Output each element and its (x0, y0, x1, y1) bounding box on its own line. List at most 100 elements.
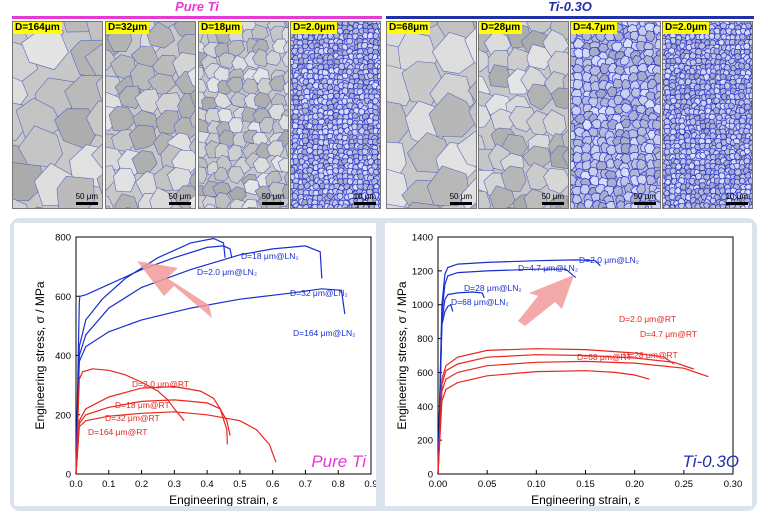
x-tick-label: 0.10 (527, 479, 546, 490)
curve-label: D=4.7 μm@LN₂ (518, 263, 578, 273)
series-line (75, 288, 346, 475)
scale-bar-label: 50 μm (75, 192, 98, 201)
trend-arrow (137, 261, 212, 318)
micrograph-2: D=32μm 50 μm (105, 21, 196, 209)
series-line (75, 245, 233, 475)
micrograph-texture (387, 22, 476, 208)
x-tick-label: 0.20 (625, 479, 644, 490)
scale-bar: 50 μm (168, 192, 191, 205)
x-tick-label: 0.8 (332, 479, 345, 490)
scale-bar-line (168, 202, 191, 205)
micrograph-texture (663, 22, 752, 208)
curve-label: D=4.7 μm@RT (640, 329, 697, 339)
micrograph-grain-size-label: D=2.0μm (291, 22, 337, 34)
y-tick-label: 400 (417, 402, 433, 413)
micrograph-5: D=68μm 50 μm (386, 21, 477, 209)
scale-bar: 50 μm (449, 192, 472, 205)
micrograph-grain-size-label: D=2.0μm (663, 22, 709, 34)
series-line (437, 259, 601, 475)
curve-label: D=32 μm@RT (105, 413, 160, 423)
x-tick-label: 0.1 (102, 479, 115, 490)
series-line (75, 411, 277, 475)
scale-bar-line (75, 202, 98, 205)
scale-bar-line (353, 202, 376, 205)
y-axis-label: Engineering stress, σ / MPa (395, 281, 409, 429)
series-line (75, 237, 226, 475)
scale-bar-line (449, 202, 472, 205)
x-axis-label: Engineering strain, ε (169, 493, 278, 506)
x-tick-label: 0.0 (69, 479, 82, 490)
header-ti03o-label: Ti-0.3O (548, 0, 592, 14)
chart-ti03o: 0.00 0.05 0.10 0.15 0.20 0.25 0.30 0 200 400 600 80… (385, 223, 752, 506)
scale-bar: 10 μm (353, 192, 376, 205)
curve-label: D=2.0 μm@RT (132, 379, 189, 389)
series-line (75, 399, 231, 475)
scale-bar-label: 50 μm (633, 192, 656, 201)
micrograph-texture (479, 22, 568, 208)
scale-bar: 50 μm (541, 192, 564, 205)
micrograph-4: D=2.0μm 10 μm (290, 21, 381, 209)
scale-bar-label: 50 μm (261, 192, 284, 201)
series-line (75, 385, 228, 475)
trend-arrow (518, 275, 574, 326)
y-axis-label: Engineering stress, σ / MPa (33, 281, 47, 429)
x-axis-label: Engineering strain, ε (531, 493, 640, 506)
micrograph-7: D=4.7μm 50 μm (570, 21, 661, 209)
curve-label: D=18 μm@LN₂ (241, 251, 299, 261)
panel-label: Ti-0.3O (682, 452, 739, 471)
y-tick-label: 200 (417, 436, 433, 447)
series-line (437, 370, 650, 475)
curve-label: D=68 μm@RT (577, 352, 632, 362)
curve-label: D=2.0 μm@LN₂ (579, 255, 639, 265)
header-ti03o: Ti-0.3O (386, 0, 754, 14)
scale-bar-label: 10 μm (353, 192, 376, 201)
curve-label: D=28 μm@RT (623, 350, 678, 360)
plots-panel: 0.0 0.1 0.2 0.3 0.4 0.5 0.6 0.7 0.8 0.9 0 200 400 600… (10, 218, 757, 511)
micrograph-grain-size-label: D=32μm (106, 22, 150, 34)
chart-pure-ti: 0.0 0.1 0.2 0.3 0.4 0.5 0.6 0.7 0.8 0.9 0 200 400 600… (14, 223, 376, 506)
header-pure-ti-bar (12, 16, 382, 19)
x-tick-label: 0.2 (135, 479, 148, 490)
series-line (75, 245, 323, 475)
x-tick-label: 0.25 (675, 479, 694, 490)
scale-bar-line (261, 202, 284, 205)
series-line (437, 360, 709, 475)
x-tick-label: 0.5 (233, 479, 246, 490)
header-ti03o-bar (386, 16, 754, 19)
scale-bar: 50 μm (75, 192, 98, 205)
series-line (75, 368, 185, 475)
series-line (437, 268, 577, 475)
micrograph-grain-size-label: D=4.7μm (571, 22, 617, 34)
micrograph-grain-size-label: D=164μm (13, 22, 62, 34)
curve-label: D=18 μm@RT (115, 400, 170, 410)
micrograph-texture (199, 22, 288, 208)
micrograph-texture (13, 22, 102, 208)
x-tick-label: 0.4 (201, 479, 214, 490)
curve-label: D=164 μm@LN₂ (293, 328, 355, 338)
micrograph-grain-size-label: D=68μm (387, 22, 431, 34)
micrograph-8: D=2.0μm 10 μm (662, 21, 753, 209)
curve-label: D=2.0 μm@LN₂ (197, 267, 257, 277)
y-tick-label: 600 (55, 292, 71, 303)
scale-bar-line (633, 202, 656, 205)
x-tick-label: 0.00 (429, 479, 448, 490)
curve-label: D=28 μm@LN₂ (464, 283, 522, 293)
y-tick-label: 800 (55, 233, 71, 244)
curve-label: D=164 μm@RT (88, 427, 147, 437)
x-tick-label: 0.7 (299, 479, 312, 490)
curve-label: D=2.0 μm@RT (619, 314, 676, 324)
header-pure-ti: Pure Ti (12, 0, 382, 14)
series-line (437, 348, 675, 475)
micrograph-texture (106, 22, 195, 208)
curve-label: D=68 μm@LN₂ (451, 297, 509, 307)
header-pure-ti-label: Pure Ti (175, 0, 219, 14)
y-tick-label: 800 (417, 334, 433, 345)
scale-bar-label: 10 μm (725, 192, 748, 201)
micrograph-1: D=164μm 50 μm (12, 21, 103, 209)
micrograph-texture (291, 22, 380, 208)
x-tick-label: 0.30 (724, 479, 743, 490)
y-tick-label: 600 (417, 368, 433, 379)
x-tick-label: 0.6 (266, 479, 279, 490)
scale-bar-line (541, 202, 564, 205)
series-line (437, 354, 694, 475)
